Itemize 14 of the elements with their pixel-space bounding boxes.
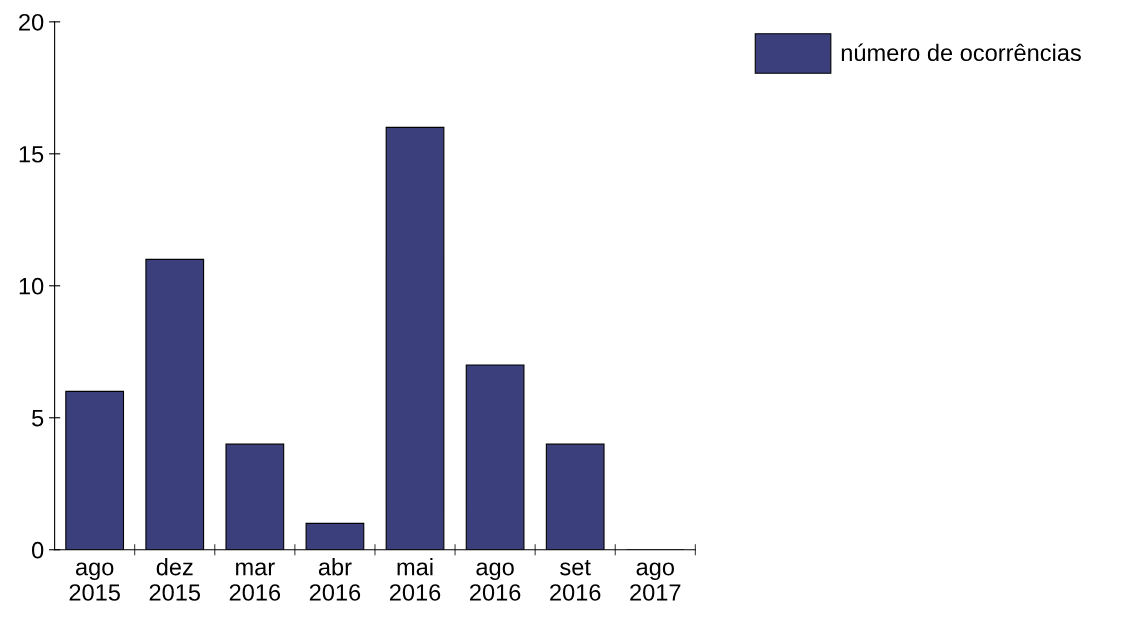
x-tick-label: abr 2016	[309, 558, 361, 601]
x-tick-label: mar 2016	[229, 562, 281, 601]
y-tick-label: 15	[19, 146, 44, 163]
y-tick-label: 20	[19, 13, 44, 31]
legend-label: número de ocorrências	[841, 43, 1081, 62]
x-tick-label: set 2016	[550, 559, 601, 601]
x-tick-label: ago 2017	[630, 562, 681, 601]
x-tick-label: ago 2016	[470, 562, 521, 601]
y-tick-label: 10	[19, 277, 44, 295]
x-tick-label: dez 2015	[149, 558, 201, 601]
x-tick-label: ago 2015	[69, 562, 120, 601]
x-tick-label: mai 2016	[389, 558, 441, 601]
y-tick-label: 5	[32, 410, 44, 427]
y-tick-label: 0	[32, 541, 44, 559]
